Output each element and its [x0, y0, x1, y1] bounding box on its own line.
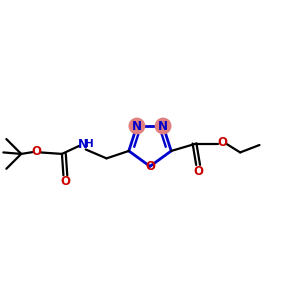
Text: O: O — [145, 160, 155, 173]
Circle shape — [129, 118, 145, 134]
Text: N: N — [132, 119, 142, 133]
Text: O: O — [60, 176, 70, 188]
Text: N: N — [78, 138, 88, 151]
Text: O: O — [194, 165, 203, 178]
Text: O: O — [32, 145, 41, 158]
Circle shape — [155, 118, 171, 134]
Text: O: O — [217, 136, 227, 149]
Text: H: H — [85, 140, 94, 149]
Text: N: N — [158, 119, 168, 133]
